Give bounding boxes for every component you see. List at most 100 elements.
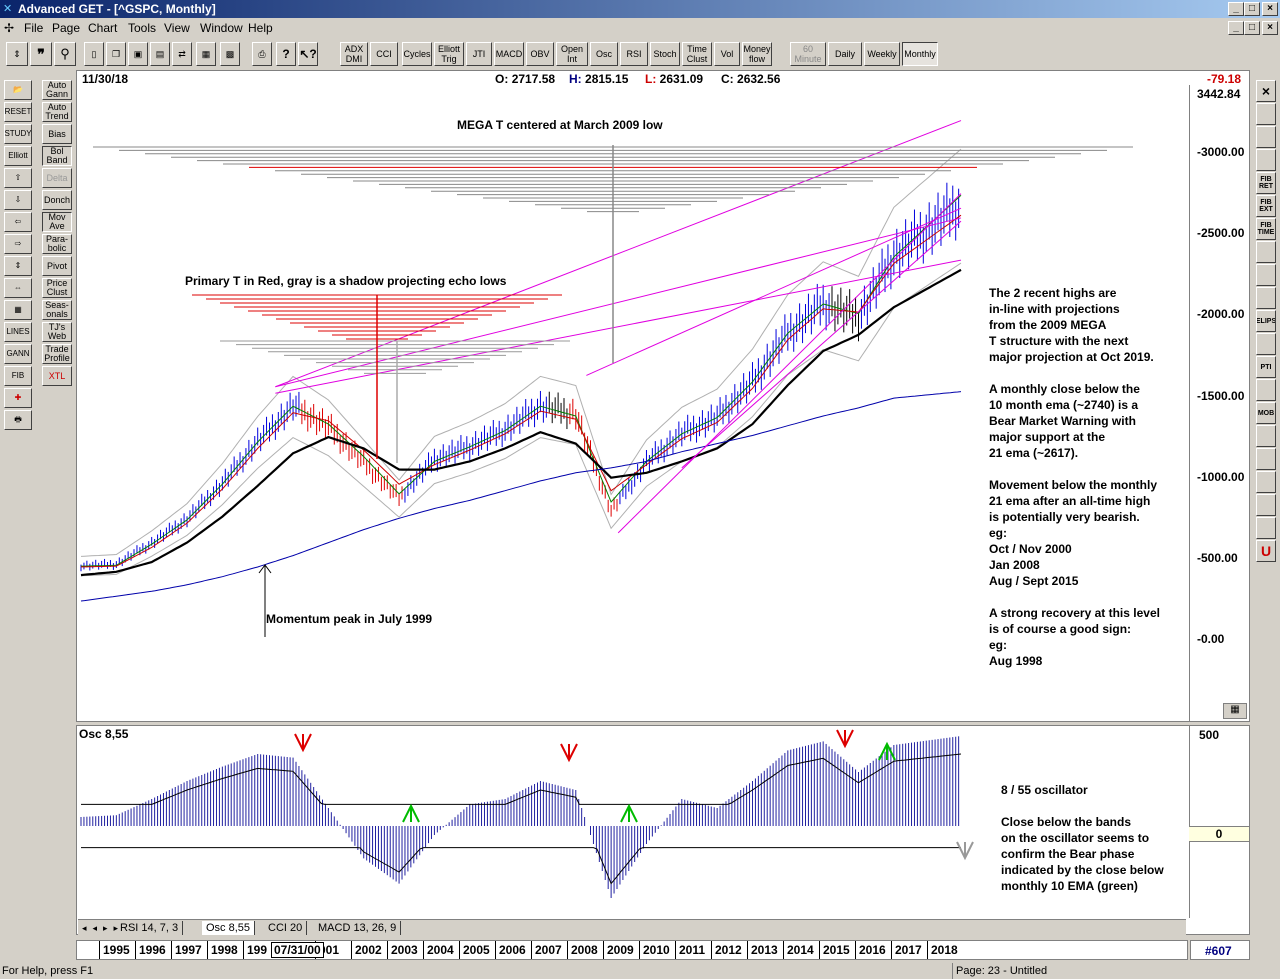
tool-print-icon[interactable]: 🖶	[4, 410, 32, 430]
indicator-adx-button[interactable]: ADX DMI	[340, 42, 368, 66]
right-tool-5-icon[interactable]: FIB EXT	[1256, 195, 1276, 217]
study-donch-button[interactable]: Donch	[42, 190, 72, 210]
right-tool-2-icon[interactable]	[1256, 126, 1276, 148]
tool-up-icon[interactable]: ⇧	[4, 168, 32, 188]
right-tool-13-icon[interactable]	[1256, 379, 1276, 401]
new-page-icon[interactable]: ▯	[84, 42, 104, 66]
tool-reset-icon[interactable]: RESET	[4, 102, 32, 122]
indicator-rsi-button[interactable]: RSI	[620, 42, 648, 66]
grid-icon[interactable]: ▦	[196, 42, 216, 66]
mdi-minimize-button[interactable]: _	[1228, 21, 1244, 35]
cursor-tool-icon[interactable]: ⇕	[6, 42, 28, 66]
mdi-restore-button[interactable]: □	[1244, 21, 1260, 35]
tab-0[interactable]: RSI 14, 7, 3	[116, 921, 184, 935]
search-icon[interactable]: ⚲	[54, 42, 76, 66]
timeframe-daily-button[interactable]: Daily	[828, 42, 862, 66]
right-tool-1-icon[interactable]	[1256, 103, 1276, 125]
tool-open-icon[interactable]: 📂	[4, 80, 32, 100]
price-axis[interactable]	[1189, 85, 1249, 721]
study-mov-ave-button[interactable]: Mov Ave	[42, 212, 72, 232]
tool-gann-icon[interactable]: GANN	[4, 344, 32, 364]
study-seasonals-button[interactable]: Seas- onals	[42, 300, 72, 320]
indicator-moneyflow-button[interactable]: Money flow	[742, 42, 772, 66]
right-tool-18-icon[interactable]	[1256, 494, 1276, 516]
right-tool-9-icon[interactable]	[1256, 287, 1276, 309]
indicator-osc-button[interactable]: Osc	[590, 42, 618, 66]
chart-settings-icon[interactable]: ▦	[1223, 703, 1247, 719]
tool-right-icon[interactable]: ⇨	[4, 234, 32, 254]
quote-icon[interactable]: ❞	[30, 42, 52, 66]
tab-3[interactable]: MACD 13, 26, 9	[314, 921, 402, 935]
oscillator-panel[interactable]: Osc 8,55 500 0 8 / 55 oscillator Close b…	[76, 725, 1250, 935]
right-tool-11-icon[interactable]	[1256, 333, 1276, 355]
study-trade-profile-button[interactable]: Trade Profile	[42, 344, 72, 364]
right-tool-12-icon[interactable]: PTI	[1256, 356, 1276, 378]
indicator-vol-button[interactable]: Vol	[714, 42, 740, 66]
indicator-stoch-button[interactable]: Stoch	[650, 42, 680, 66]
study-auto-gann-button[interactable]: Auto Gann	[42, 80, 72, 100]
study-price-clust-button[interactable]: Price Clust	[42, 278, 72, 298]
indicator-cycles-button[interactable]: Cycles	[402, 42, 432, 66]
study-auto-trend-button[interactable]: Auto Trend	[42, 102, 72, 122]
tool-grid-icon[interactable]: ▦	[4, 300, 32, 320]
menu-help[interactable]: Help	[248, 21, 273, 35]
window-icon[interactable]: ▤	[150, 42, 170, 66]
document-icon[interactable]: ✢	[4, 21, 15, 35]
indicator-openint-button[interactable]: Open Int	[556, 42, 588, 66]
right-tool-17-icon[interactable]	[1256, 471, 1276, 493]
print-icon[interactable]: ⎙	[252, 42, 272, 66]
right-tool-16-icon[interactable]	[1256, 448, 1276, 470]
tool-down-icon[interactable]: ⇩	[4, 190, 32, 210]
price-chart[interactable]	[77, 71, 1249, 721]
indicator-obv-button[interactable]: OBV	[526, 42, 554, 66]
tab-1[interactable]: Osc 8,55	[202, 921, 256, 935]
menu-window[interactable]: Window	[200, 21, 243, 35]
maximize-button[interactable]: □	[1244, 2, 1260, 16]
study-parabolic-button[interactable]: Para- bolic	[42, 234, 72, 254]
table-icon[interactable]: ▩	[220, 42, 240, 66]
right-tool-3-icon[interactable]	[1256, 149, 1276, 171]
layout-icon[interactable]: ▣	[128, 42, 148, 66]
menu-chart[interactable]: Chart	[88, 21, 118, 35]
tool-lines-icon[interactable]: LINES	[4, 322, 32, 342]
tool-fib-icon[interactable]: FIB	[4, 366, 32, 386]
price-chart-panel[interactable]: 11/30/18 O: 2717.58 H: 2815.15 L: 2631.0…	[76, 70, 1250, 722]
menu-file[interactable]: File	[24, 21, 44, 35]
context-help-icon[interactable]: ↖?	[298, 42, 318, 66]
indicator-macd-button[interactable]: MACD	[494, 42, 524, 66]
close-button[interactable]: ×	[1262, 2, 1278, 16]
indicator-jti-button[interactable]: JTI	[466, 42, 492, 66]
time-axis[interactable]: 1995 1996 1997 1998 199 001 2002 2003 2004 2005 20…	[76, 940, 1188, 960]
study-bias-button[interactable]: Bias	[42, 124, 72, 144]
timeframe-weekly-button[interactable]: Weekly	[864, 42, 900, 66]
right-tool-4-icon[interactable]: FIB RET	[1256, 172, 1276, 194]
copy-icon[interactable]: ❐	[106, 42, 126, 66]
mdi-close-button[interactable]: ×	[1262, 21, 1278, 35]
study-tjs-web-button[interactable]: TJ's Web	[42, 322, 72, 342]
right-tool-8-icon[interactable]	[1256, 264, 1276, 286]
arrange-icon[interactable]: ⇄	[172, 42, 192, 66]
tool-left-icon[interactable]: ⇦	[4, 212, 32, 232]
tool-cross-icon[interactable]: ✚	[4, 388, 32, 408]
right-tool-14-icon[interactable]: MOB	[1256, 402, 1276, 424]
tool-study-icon[interactable]: STUDY	[4, 124, 32, 144]
menu-tools[interactable]: Tools	[128, 21, 157, 35]
timeframe-60min-button[interactable]: 60 Minute	[790, 42, 826, 66]
right-tool-0-icon[interactable]: ×	[1256, 80, 1276, 102]
study-bol-band-button[interactable]: Bol Band	[42, 146, 72, 166]
tool-elliott-icon[interactable]: Elliott	[4, 146, 32, 166]
right-tool-7-icon[interactable]	[1256, 241, 1276, 263]
right-tool-20-icon[interactable]: U	[1256, 540, 1276, 562]
right-tool-6-icon[interactable]: FIB TIME	[1256, 218, 1276, 240]
minimize-button[interactable]: _	[1228, 2, 1244, 16]
oscillator-chart[interactable]	[77, 726, 1249, 918]
menu-page[interactable]: Page	[52, 21, 81, 35]
tab-2[interactable]: CCI 20	[264, 921, 308, 935]
right-tool-15-icon[interactable]	[1256, 425, 1276, 447]
study-delta-button[interactable]: Delta	[42, 168, 72, 188]
timeframe-monthly-button[interactable]: Monthly	[902, 42, 938, 66]
indicator-elliott-button[interactable]: Elliott Trig	[434, 42, 464, 66]
menu-view[interactable]: View	[164, 21, 190, 35]
indicator-cci-button[interactable]: CCI	[370, 42, 398, 66]
tab-scroll-arrows[interactable]: ◂◂▸▸	[82, 923, 125, 933]
